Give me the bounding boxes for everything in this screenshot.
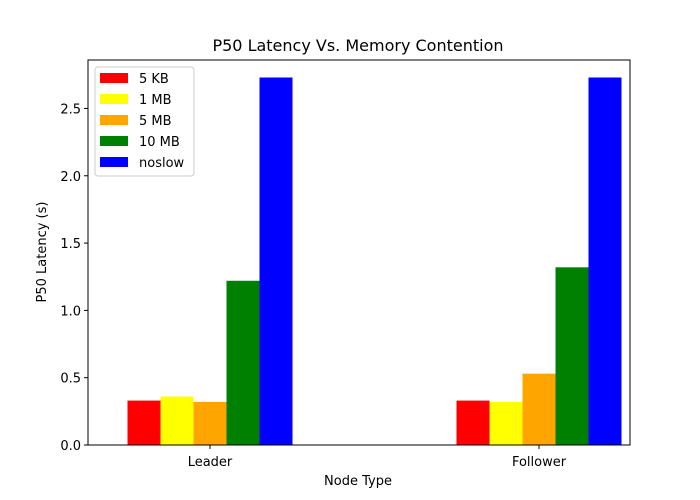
legend-swatch <box>100 157 128 167</box>
plot-frame <box>87 59 631 446</box>
chart-title: P50 Latency Vs. Memory Contention <box>212 36 503 55</box>
y-tick-label: 0.0 <box>60 439 81 454</box>
legend-swatch <box>100 115 128 125</box>
legend-label: 5 MB <box>139 114 172 129</box>
bar-10-mb-leader <box>226 280 260 445</box>
legend-label: noslow <box>139 156 185 171</box>
legend: 5 KB 1 MB 5 MB 10 MB noslow <box>94 66 195 177</box>
y-axis-label: P50 Latency (s) <box>35 202 50 303</box>
bars-layer <box>127 77 622 445</box>
legend-swatch <box>100 136 128 146</box>
bar-1-mb-leader <box>160 396 194 445</box>
y-tick-label: 0.5 <box>60 372 81 387</box>
legend-label: 5 KB <box>139 72 169 87</box>
legend-label: 10 MB <box>139 135 180 150</box>
x-tick-label: Follower <box>512 455 567 470</box>
bar-5-mb-leader <box>193 401 227 445</box>
bar-10-mb-follower <box>555 267 589 445</box>
legend-swatch <box>100 94 128 104</box>
bar-noslow-follower <box>588 77 622 445</box>
y-tick-label: 2.0 <box>60 170 81 185</box>
legend-label: 1 MB <box>139 93 172 108</box>
bar-5-kb-follower <box>456 400 490 445</box>
legend-swatch <box>100 73 128 83</box>
x-tick-label: Leader <box>188 455 233 470</box>
x-axis-label: Node Type <box>324 474 392 489</box>
bar-1-mb-follower <box>489 401 523 445</box>
bar-5-kb-leader <box>127 400 161 445</box>
y-tick-label: 1.5 <box>60 237 81 252</box>
bar-noslow-leader <box>259 77 293 445</box>
ticks-layer: 0.0 0.5 1.0 1.5 2.0 2.5 Leader Follower <box>60 102 566 470</box>
y-tick-label: 2.5 <box>60 102 81 117</box>
y-tick-label: 1.0 <box>60 304 81 319</box>
bar-5-mb-follower <box>522 373 556 445</box>
